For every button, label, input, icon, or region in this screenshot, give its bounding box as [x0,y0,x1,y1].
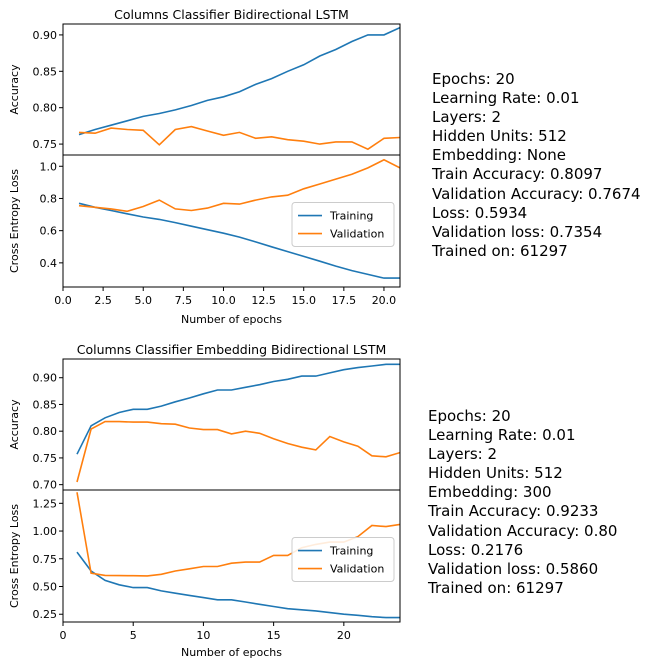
legend: Training Validation [291,202,395,248]
info-loss: Loss: 0.2176 [428,540,524,559]
y-tick-label: 0.80 [33,102,58,115]
y-tick-label: 0.75 [33,452,58,465]
y-tick-label: 0.90 [33,29,58,42]
info-train-accuracy: Train Accuracy: 0.9233 [428,502,599,521]
run-info-panel-2: Epochs: 20 Learning Rate: 0.01 Layers: 2… [428,407,617,598]
chart-title: Columns Classifier Bidirectional LSTM [114,7,349,22]
x-axis-label: Number of epochs [181,646,282,658]
info-validation-loss: Validation loss: 0.7354 [432,222,603,241]
run-info-panel-1: Epochs: 20 Learning Rate: 0.01 Layers: 2… [432,70,641,261]
info-loss: Loss: 0.5934 [432,203,528,222]
info-learning-rate: Learning Rate: 0.01 [432,89,580,108]
x-tick-label: 0.0 [54,294,72,307]
info-validation-accuracy: Validation Accuracy: 0.80 [428,521,618,540]
info-learning-rate: Learning Rate: 0.01 [428,426,576,445]
y-axis-label: Accuracy [8,64,21,115]
chart-2: Columns Classifier Embedding Bidirection… [8,342,401,658]
y-tick-label: 1.25 [33,497,58,510]
subplot-accuracy: 0.75 0.80 0.85 0.90 Accuracy [8,23,401,156]
legend-label: Training [329,545,373,558]
x-tick-label: 20.0 [372,294,397,307]
y-tick-label: 0.85 [33,398,58,411]
x-tick-label: 10 [196,629,210,642]
info-epochs: Epochs: 20 [428,407,511,425]
x-tick-label: 7.5 [175,294,193,307]
x-tick-label: 10.0 [211,294,236,307]
info-embedding: Embedding: None [432,146,567,165]
y-tick-label: 0.4 [40,257,58,270]
info-hidden-units: Hidden Units: 512 [428,464,563,483]
y-axis-label: Cross Entropy Loss [8,169,21,273]
validation-series-line [78,125,400,151]
x-tick-label: 12.5 [251,294,276,307]
training-series-line [78,202,400,279]
training-series-line [76,551,400,619]
info-trained-on: Trained on: 61297 [432,241,568,260]
plot-frame [62,489,401,623]
chart-1: Columns Classifier Bidirectional LSTM0.7… [8,7,401,326]
y-tick-label: 0.75 [33,138,58,151]
info-train-accuracy: Train Accuracy: 0.8097 [432,165,603,184]
plot-frame [62,358,401,491]
info-validation-loss: Validation loss: 0.5860 [428,559,599,578]
info-layers: Layers: 2 [428,445,498,464]
info-hidden-units: Hidden Units: 512 [432,127,567,146]
subplot-loss: 0.25 0.50 0.75 1.00 1.25 Cross Entropy Loss Tr… [8,489,401,623]
y-tick-label: 0.80 [33,425,58,438]
legend-box [291,537,395,583]
training-series-line [78,26,400,136]
validation-series-line [76,420,400,483]
training-series-line [76,363,400,455]
legend-label: Validation [330,563,384,576]
x-tick-label: 20 [337,629,351,642]
y-tick-label: 0.25 [33,608,58,621]
y-tick-label: 0.70 [33,479,58,492]
subplot-accuracy: 0.70 0.75 0.80 0.85 0.90 Accuracy [8,358,401,492]
plot-frame [62,23,401,156]
info-epochs: Epochs: 20 [432,70,515,88]
legend-label: Validation [330,228,384,241]
legend-label: Training [329,210,373,223]
subplot-loss: 0.4 0.6 0.8 1.0 Cross Entropy Loss Training Va… [8,154,401,288]
x-tick-label: 15 [267,629,281,642]
x-tick-label: 5.0 [134,294,152,307]
y-tick-label: 0.90 [33,372,58,385]
x-tick-label: 15.0 [291,294,316,307]
legend: Training Validation [291,537,395,583]
info-validation-accuracy: Validation Accuracy: 0.7674 [432,184,641,203]
x-tick-label: 0 [60,629,67,642]
x-tick-label: 5 [130,629,137,642]
y-tick-label: 0.6 [40,225,58,238]
plot-frame [62,154,401,288]
legend-box [291,202,395,248]
info-trained-on: Trained on: 61297 [428,578,564,597]
validation-series-line [78,158,400,213]
info-embedding: Embedding: 300 [428,483,552,502]
y-axis-label: Accuracy [8,399,21,450]
y-tick-label: 0.50 [33,581,58,594]
y-tick-label: 1.00 [33,525,58,538]
x-axis-label: Number of epochs [181,313,282,326]
y-tick-label: 0.8 [40,192,58,205]
x-tick-label: 2.5 [94,294,112,307]
x-tick-label: 17.5 [332,294,357,307]
y-tick-label: 0.85 [33,65,58,78]
y-tick-label: 1.0 [40,160,58,173]
info-layers: Layers: 2 [432,108,502,127]
y-axis-label: Cross Entropy Loss [8,504,21,608]
y-tick-label: 0.75 [33,553,58,566]
chart-title: Columns Classifier Embedding Bidirection… [77,342,387,357]
